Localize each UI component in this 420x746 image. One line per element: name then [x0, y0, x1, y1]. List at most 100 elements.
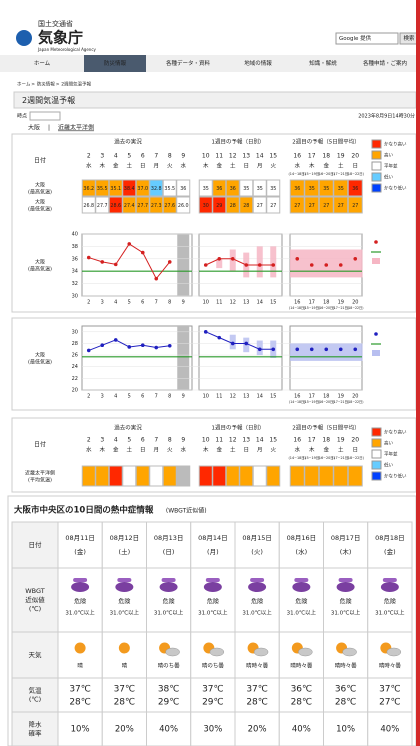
nav-item[interactable]: 地域の情報 — [244, 59, 272, 67]
temp-point — [295, 347, 300, 352]
legend-point — [374, 240, 378, 244]
plot-frame — [198, 325, 283, 391]
temp-point — [271, 263, 276, 267]
breadcrumb[interactable]: 防災情報 — [37, 81, 55, 88]
value-label: 27.4 — [124, 203, 135, 209]
temp-point — [127, 345, 132, 349]
breadcrumb-sep: > — [31, 82, 35, 88]
weekday: 日 — [243, 163, 249, 170]
value-label: 27 — [257, 203, 263, 209]
breadcrumb[interactable]: ホーム — [17, 82, 31, 88]
date: 15 — [269, 437, 277, 444]
week-range: (17~21日) — [332, 456, 350, 460]
kinki-cell — [318, 465, 334, 487]
temp-line — [205, 258, 274, 266]
nav-item[interactable]: 各種申請・ご案内 — [363, 59, 407, 67]
weekday: 月 — [257, 163, 263, 170]
x-tick-label: 14 — [257, 394, 263, 400]
time-select[interactable] — [29, 111, 61, 121]
legend-label: 高い — [384, 440, 393, 447]
weekday: 水 — [180, 162, 186, 170]
kinki-cell — [225, 465, 240, 487]
section-header: 1週目の予報（日別） — [212, 424, 265, 432]
nav-item[interactable]: 知識・解説 — [309, 59, 337, 67]
temp-point — [86, 348, 91, 353]
row-label: 日付 — [34, 441, 46, 449]
value-label: 35 — [323, 186, 329, 192]
row-header — [11, 677, 59, 713]
cell — [146, 521, 192, 569]
x-tick-label: 12 — [230, 394, 236, 400]
cloud-icon — [386, 647, 402, 657]
y-tick-label: 28 — [72, 341, 78, 347]
nav-item[interactable]: ホーム — [34, 60, 51, 67]
cloud-icon — [298, 647, 313, 657]
legend-label: 平年並 — [384, 163, 398, 170]
x-tick-label: 19 — [338, 300, 344, 306]
value-label: 36 — [230, 186, 236, 192]
week-range: (14~18日) — [289, 400, 305, 404]
search-box[interactable] — [335, 32, 399, 45]
forecast-range — [304, 343, 319, 361]
wbgt-icon — [117, 578, 132, 582]
date: 5 — [127, 437, 131, 444]
x-tick-label: 9 — [182, 394, 185, 400]
low-temp: 28℃ — [335, 698, 357, 708]
weather: 晴 — [122, 662, 128, 670]
weekday: (金) — [384, 547, 396, 556]
wbgt-level: 危険 — [207, 598, 219, 606]
value-label: 36 — [352, 186, 358, 192]
x-tick-label: 5 — [128, 394, 131, 400]
x-tick-label: 7 — [155, 394, 158, 400]
week-range: (14~18日) — [288, 456, 306, 460]
x-tick-label: 6 — [141, 300, 144, 306]
nav-item[interactable]: 各種データ・資料 — [166, 59, 211, 67]
weekday: 月 — [153, 163, 159, 170]
x-tick-label: 4 — [114, 394, 117, 400]
wbgt-range: 31.0℃以上 — [375, 609, 405, 617]
legend-label: 低い — [384, 174, 393, 181]
weather: 晴のち曇 — [202, 662, 225, 670]
low-temp: 27℃ — [379, 698, 401, 708]
value-label: 35 — [338, 186, 344, 192]
date: 7 — [154, 437, 158, 444]
forecast-range — [270, 246, 277, 278]
row-label: WBGT — [25, 587, 45, 595]
heat-title: 大阪市中央区の10日間の熱中症情報 — [14, 505, 154, 516]
y-tick-label: 36 — [72, 256, 78, 262]
date: 14 — [256, 437, 264, 444]
x-tick-label: 20 — [352, 394, 358, 400]
x-tick-label: 2 — [87, 394, 90, 400]
x-tick-label: 18 — [323, 300, 329, 306]
weather: 晴時々曇 — [335, 662, 358, 670]
tab[interactable]: 近畿太平洋側 — [58, 124, 94, 132]
tab[interactable]: 大阪 — [28, 124, 40, 132]
wbgt-icon — [292, 582, 311, 592]
week-range: (16~20日) — [317, 172, 335, 176]
precip: 40% — [159, 725, 178, 735]
value-label: 36.2 — [83, 186, 94, 192]
week-range: (15~19日) — [304, 306, 320, 310]
high-temp: 37℃ — [114, 685, 136, 695]
weekday: (木) — [340, 547, 352, 556]
nav-item[interactable]: 防災情報 — [104, 59, 127, 67]
precip: 40% — [292, 725, 311, 735]
week-range: (16~20日) — [318, 400, 334, 404]
value-label: 29 — [216, 203, 222, 209]
value-label: 38.4 — [124, 186, 135, 192]
date: 16 — [293, 437, 301, 444]
date: 19 — [337, 153, 345, 160]
plot-frame — [198, 233, 283, 297]
temp-point — [203, 263, 208, 267]
temp-point — [257, 263, 262, 267]
wbgt-icon — [205, 578, 220, 582]
date: 16 — [293, 153, 301, 160]
kinki-cell — [108, 465, 123, 487]
weekday: (水) — [296, 547, 308, 556]
date: 4 — [114, 437, 118, 444]
date: 20 — [351, 437, 359, 444]
weekday: 木 — [309, 446, 315, 454]
date: 08月17日 — [331, 534, 361, 542]
value-label: 27.7 — [97, 203, 108, 209]
row-label: 天気 — [29, 650, 43, 659]
